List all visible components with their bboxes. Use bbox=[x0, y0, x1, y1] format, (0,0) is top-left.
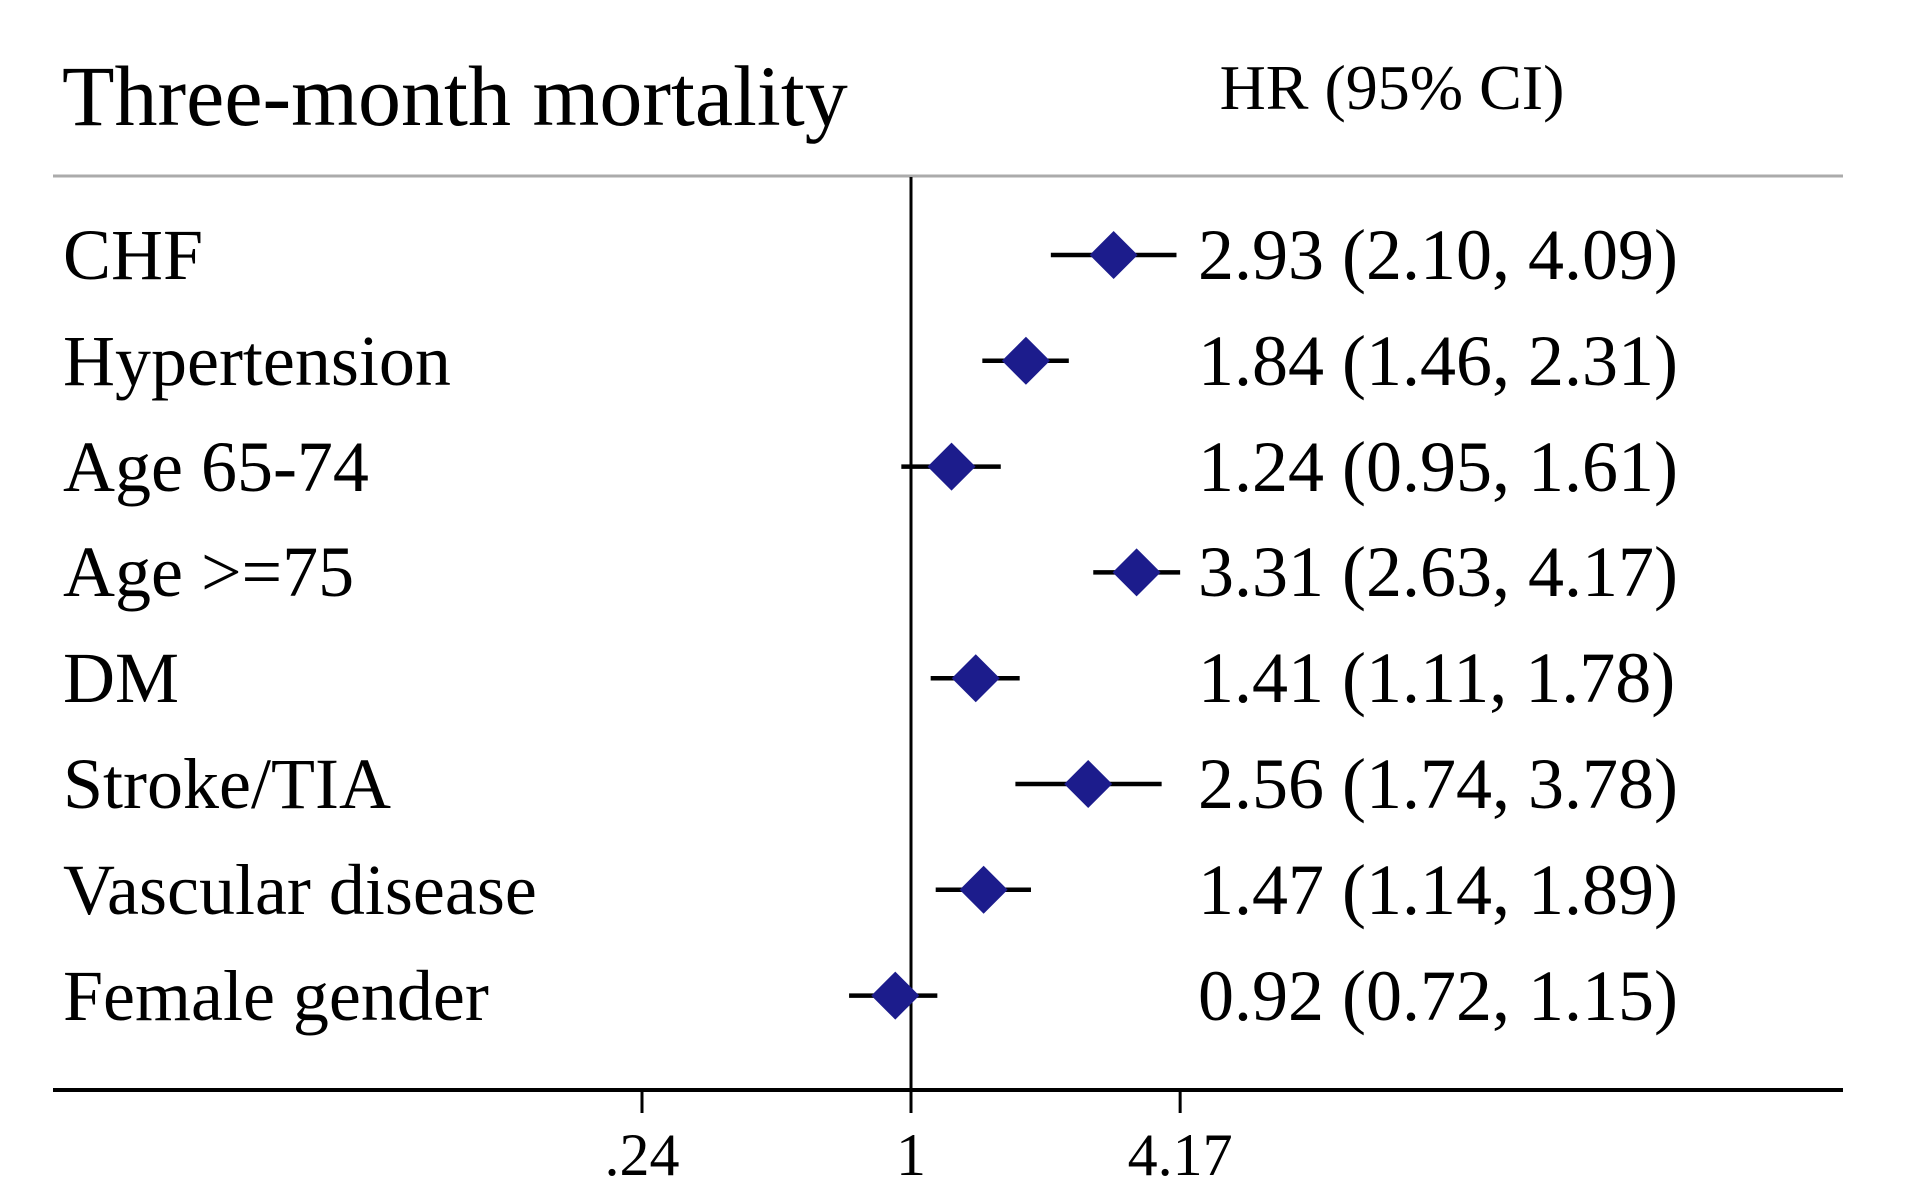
row-label-vascular-disease: Vascular disease bbox=[63, 849, 537, 930]
row-label-chf: CHF bbox=[63, 215, 204, 295]
row-value-age-65-74: 1.24 (0.95, 1.61) bbox=[1198, 426, 1678, 507]
row-value-stroke-tia: 2.56 (1.74, 3.78) bbox=[1198, 744, 1678, 824]
row-value-hypertension: 1.84 (1.46, 2.31) bbox=[1198, 320, 1678, 401]
row-label-age-75: Age >=75 bbox=[63, 532, 355, 613]
row-value-dm: 1.41 (1.11, 1.78) bbox=[1198, 638, 1676, 719]
hr-diamond-dm bbox=[951, 654, 1000, 703]
row-value-age-75: 3.31 (2.63, 4.17) bbox=[1198, 532, 1678, 613]
hr-diamond-female-gender bbox=[871, 971, 920, 1020]
x-tick-label-24: .24 bbox=[604, 1122, 680, 1188]
row-label-dm: DM bbox=[63, 638, 180, 719]
hr-diamond-stroke-tia bbox=[1064, 760, 1113, 808]
hr-diamond-age-65-74 bbox=[927, 442, 976, 491]
hr-ci-column-header: HR (95% CI) bbox=[1219, 52, 1565, 123]
hr-diamond-hypertension bbox=[1001, 336, 1050, 385]
figure-title: Three-month mortality bbox=[62, 48, 848, 144]
row-label-hypertension: Hypertension bbox=[63, 320, 451, 401]
hr-diamond-chf bbox=[1089, 231, 1138, 279]
row-value-vascular-disease: 1.47 (1.14, 1.89) bbox=[1198, 849, 1678, 930]
x-tick-label-4-17: 4.17 bbox=[1127, 1122, 1233, 1188]
row-value-chf: 2.93 (2.10, 4.09) bbox=[1198, 215, 1678, 295]
row-value-female-gender: 0.92 (0.72, 1.15) bbox=[1198, 955, 1678, 1036]
hr-diamond-age-75 bbox=[1112, 548, 1161, 597]
row-label-stroke-tia: Stroke/TIA bbox=[63, 744, 391, 824]
hr-diamond-vascular-disease bbox=[959, 865, 1008, 914]
x-tick-label-1: 1 bbox=[896, 1122, 926, 1188]
row-label-age-65-74: Age 65-74 bbox=[63, 426, 369, 507]
row-label-female-gender: Female gender bbox=[63, 955, 489, 1036]
